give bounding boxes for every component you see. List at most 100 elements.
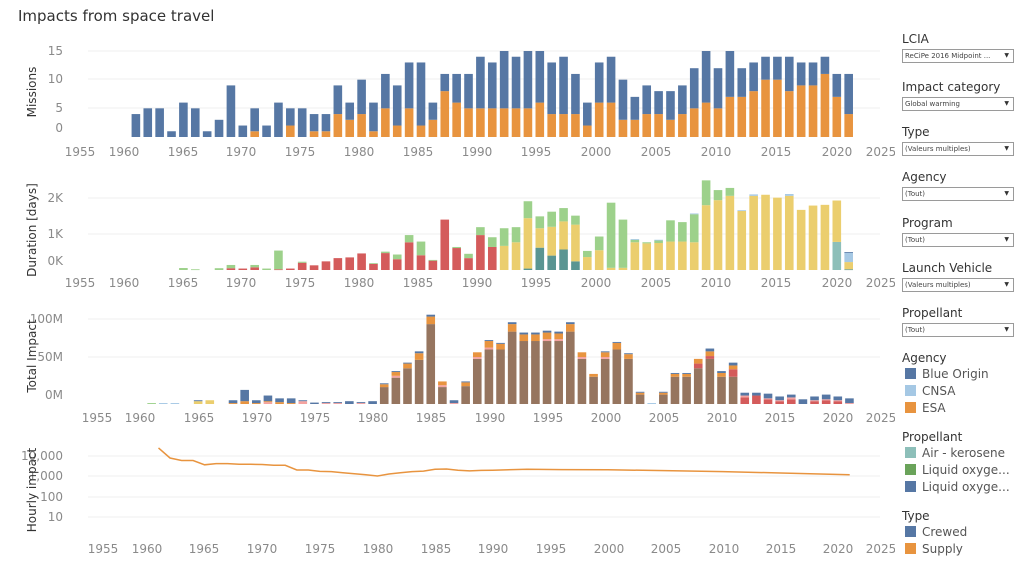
bar-segment-crewed-1988: [452, 73, 461, 103]
legend-item-cnsa[interactable]: CNSA: [902, 383, 1020, 400]
bar-segment-crewed-2012: [737, 68, 747, 97]
bar-segment-blue-1983: [403, 362, 412, 364]
bar-segment-red-1979: [345, 257, 355, 270]
bar-segment-orange-2005: [659, 392, 668, 395]
bar-segment-yellow-2009: [701, 205, 711, 270]
bar-segment-supply-1999: [583, 125, 592, 137]
x-tick-label: 1995: [521, 145, 552, 159]
bar-segment-crewed-2018: [808, 62, 818, 86]
bar-segment-red-1970: [238, 268, 248, 270]
bar-segment-green-2006: [666, 220, 675, 242]
impact-category-dropdown[interactable]: Global warming ▼: [902, 97, 1014, 111]
dashboard-title: Impacts from space travel: [18, 7, 215, 25]
bar-segment-blue-1991: [496, 342, 505, 344]
bar-segment-yellow-2014: [761, 194, 770, 270]
bar-segment-brown-2003: [635, 394, 645, 404]
x-tick-label: 2025: [866, 411, 895, 425]
lcia-dropdown[interactable]: ReCiPe 2016 Midpoint ... ▼: [902, 49, 1014, 63]
bar-segment-supply-2012: [737, 96, 747, 137]
bar-segment-crewed-1998: [571, 73, 580, 115]
bar-segment-yellow-2013: [749, 195, 758, 270]
x-tick-label: 2015: [761, 276, 792, 290]
bar-segment-brown-1984: [414, 359, 424, 404]
x-tick-label: 1980: [358, 411, 389, 425]
bar-segment-pink-2016: [786, 397, 796, 400]
bar-segment-crewed-1979: [345, 102, 355, 120]
bar-segment-green-2008: [689, 214, 699, 243]
program-dropdown[interactable]: (Tout) ▼: [902, 233, 1014, 247]
type-dropdown[interactable]: (Valeurs multiples) ▼: [902, 142, 1014, 156]
bar-segment-crewed-2020: [832, 73, 842, 97]
bar-segment-pink-1986: [438, 385, 447, 388]
bar-segment-pink-1982: [391, 375, 401, 378]
bar-segment-crewed-2013: [749, 62, 758, 92]
bar-segment-blue-2018: [810, 396, 819, 401]
bar-segment-green-1989: [464, 253, 473, 259]
x-tick-label: 1955: [88, 542, 119, 556]
bar-segment-blue-1976: [321, 402, 331, 404]
x-tick-label: 2000: [594, 542, 625, 556]
bar-segment-red-1982: [381, 253, 390, 270]
bar-segment-supply-2005: [654, 114, 663, 137]
propellant-dropdown[interactable]: (Tout) ▼: [902, 323, 1014, 337]
bar-segment-blue-1973: [286, 398, 296, 404]
legend-item-liquid-oxygen-2[interactable]: Liquid oxyge...: [902, 479, 1020, 496]
bar-segment-supply-2016: [784, 91, 794, 137]
bar-segment-blue-1971: [263, 395, 273, 402]
bar-segment-crewed-1973: [274, 102, 283, 137]
bar-segment-orange-2006: [670, 373, 680, 377]
x-tick-label: 2000: [581, 276, 612, 290]
bar-segment-blue-2009: [705, 348, 715, 352]
bar-segment-pink-2012: [740, 395, 750, 398]
legend-item-esa[interactable]: ESA: [902, 400, 1020, 417]
bar-segment-blue-1980: [368, 401, 377, 404]
swatch-icon: [905, 385, 916, 396]
bar-segment-crewed-1974: [286, 108, 295, 126]
x-tick-label: 2005: [641, 145, 672, 159]
dropdown-arrow-icon: ▼: [1004, 190, 1009, 197]
bar-segment-pink-1974: [298, 401, 308, 404]
bar-segment-orange-1992: [507, 324, 517, 332]
bar-segment-lightblue-1963: [170, 403, 180, 404]
launch-vehicle-dropdown[interactable]: (Valeurs multiples) ▼: [902, 278, 1014, 292]
legend-item-crewed[interactable]: Crewed: [902, 524, 1020, 541]
bar-segment-blue-2012: [740, 392, 750, 396]
bar-segment-yellow-1997: [559, 221, 568, 250]
bar-segment-green-2003: [630, 239, 640, 243]
legend-item-air-kerosene[interactable]: Air - kerosene: [902, 445, 1020, 462]
filter-impact-category: Impact category Global warming ▼: [902, 80, 1014, 111]
agency-dropdown[interactable]: (Tout) ▼: [902, 187, 1014, 201]
bar-segment-green-2005: [654, 240, 663, 243]
dropdown-arrow-icon: ▼: [1004, 281, 1009, 288]
bar-segment-supply-2014: [761, 79, 770, 137]
bar-segment-supply-2010: [713, 108, 723, 137]
x-tick-label: 2000: [591, 411, 622, 425]
bar-segment-orange-1991: [496, 343, 505, 350]
x-tick-label: 1975: [305, 542, 336, 556]
bar-segment-crewed-2014: [761, 56, 770, 80]
bar-segment-yellow-2000: [594, 250, 604, 270]
legend-title: Agency: [902, 351, 947, 365]
bar-segment-green-1983: [392, 254, 402, 260]
bar-segment-supply-1980: [357, 114, 366, 137]
bar-segment-blue-1981: [379, 383, 389, 385]
y-tick-label: 100M: [30, 312, 63, 326]
bar-segment-green-2009: [701, 180, 711, 206]
x-tick-label: 2010: [701, 145, 732, 159]
bar-segment-green-1995: [535, 216, 545, 229]
bar-segment-blue-1968: [228, 400, 238, 404]
legend-item-supply[interactable]: Supply: [902, 541, 1020, 558]
x-tick-label: 1975: [285, 276, 316, 290]
bar-segment-supply-2011: [725, 96, 735, 137]
dropdown-value: (Tout): [905, 190, 926, 198]
x-tick-label: 2005: [641, 276, 672, 290]
legend-item-blue-origin[interactable]: Blue Origin: [902, 366, 1020, 383]
bar-segment-red-1989: [464, 258, 473, 270]
filter-label: Impact category: [902, 80, 1001, 94]
bar-segment-blue-1975: [310, 402, 319, 404]
y-tick-label: 10: [48, 72, 63, 86]
legend-item-liquid-oxygen-1[interactable]: Liquid oxyge...: [902, 462, 1020, 479]
bar-segment-red-2020: [833, 401, 843, 404]
x-tick-label: 1960: [109, 145, 140, 159]
x-tick-label: 2005: [649, 411, 680, 425]
